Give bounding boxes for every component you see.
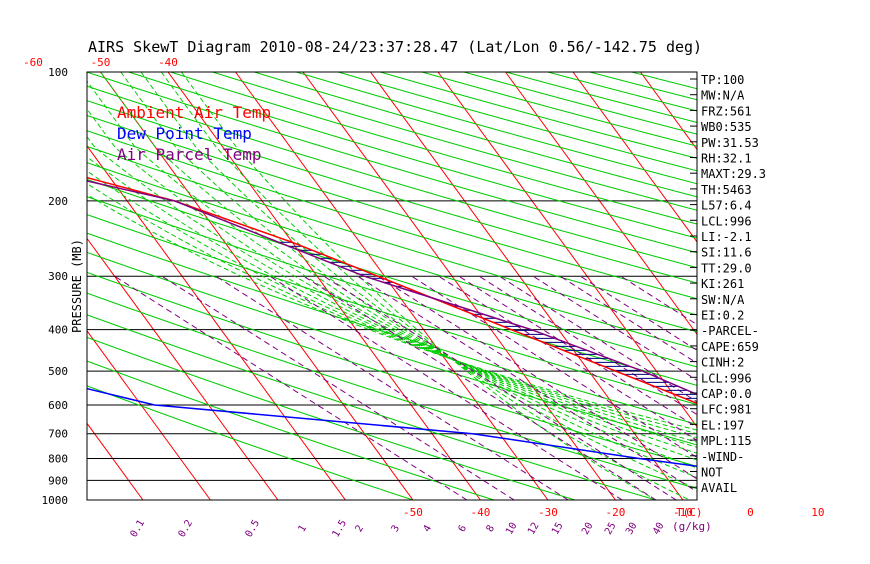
dry-adiabat-line	[464, 72, 870, 500]
index-label: L57:6.4	[701, 199, 752, 213]
index-label: MW:N/A	[701, 89, 745, 103]
mixing-ratio-tick-label: 20	[580, 521, 596, 537]
index-label: LCL:996	[701, 371, 752, 385]
mixing-ratio-tick-label: 15	[550, 521, 566, 537]
mixing-ratio-unit-label: (g/kg)	[672, 520, 712, 533]
dry-adiabat-line	[0, 72, 737, 500]
y-axis-label: PRESSURE (MB)	[70, 239, 84, 333]
index-label: CAPE:659	[701, 340, 759, 354]
bottom-temp-tick-label: -50	[403, 506, 423, 519]
legend-entry: Ambient Air Temp	[117, 103, 271, 122]
index-label: LCL:996	[701, 214, 752, 228]
index-label: CINH:2	[701, 356, 744, 370]
top-temp-tick-label: -60	[23, 56, 43, 69]
pressure-tick-label: 500	[48, 365, 68, 378]
mixing-ratio-line	[499, 276, 851, 500]
mixing-ratio-tick-label: 0.2	[177, 518, 196, 539]
pressure-tick-label: 200	[48, 195, 68, 208]
index-label: LFC:981	[701, 403, 752, 417]
chart-title: AIRS SkewT Diagram 2010-08-24/23:37:28.4…	[88, 38, 702, 56]
index-label: EI:0.2	[701, 309, 744, 323]
top-temp-tick-label: -40	[158, 56, 178, 69]
mixing-ratio-tick-label: 0.5	[244, 518, 263, 539]
index-label: TT:29.0	[701, 261, 752, 275]
index-label: MPL:115	[701, 434, 752, 448]
dry-adiabat-line	[0, 72, 656, 500]
isotherm-line	[506, 72, 818, 500]
index-label: -WIND-	[701, 450, 744, 464]
mixing-ratio-tick-label: 2	[354, 523, 367, 534]
mixing-ratio-tick-label: 40	[651, 521, 667, 537]
pressure-tick-label: 600	[48, 399, 68, 412]
mixing-ratio-tick-label: 30	[624, 521, 640, 537]
index-label: -PARCEL-	[701, 324, 759, 338]
dry-adiabat-line	[254, 72, 870, 500]
mixing-ratio-line	[216, 276, 568, 500]
bottom-temp-tick-label: -30	[538, 506, 558, 519]
mixing-ratio-tick-label: 0.1	[129, 518, 148, 539]
mixing-ratio-tick-label: 3	[390, 523, 403, 534]
index-label: CAP:0.0	[701, 387, 752, 401]
dry-adiabat-line	[380, 72, 870, 500]
index-label: RH:32.1	[701, 152, 752, 166]
isotherm-line	[0, 72, 8, 500]
pressure-tick-label: 400	[48, 324, 68, 337]
bottom-temp-tick-label: -40	[470, 506, 490, 519]
temp-axis-unit-label: T(C)	[676, 506, 703, 519]
index-label: TP:100	[701, 73, 744, 87]
mixing-ratio-tick-label: 1.5	[331, 518, 350, 539]
top-temp-tick-label: -50	[91, 56, 111, 69]
index-label: MAXT:29.3	[701, 167, 766, 181]
mixing-ratio-tick-label: 12	[526, 521, 542, 537]
pressure-tick-label: 700	[48, 428, 68, 441]
bottom-temp-tick-label: -20	[605, 506, 625, 519]
index-label: FRZ:561	[701, 104, 752, 118]
pressure-tick-label: 100	[48, 66, 68, 79]
isotherm-line	[776, 72, 870, 500]
mixing-ratio-line	[324, 276, 676, 500]
index-label: AVAIL	[701, 481, 737, 495]
legend-entry: Dew Point Temp	[117, 124, 252, 143]
legend-entry: Air Parcel Temp	[117, 145, 262, 164]
pressure-tick-label: 800	[48, 453, 68, 466]
mixing-ratio-line	[115, 276, 467, 500]
index-label: LI:-2.1	[701, 230, 752, 244]
index-label: SW:N/A	[701, 293, 745, 307]
bottom-temp-tick-label: 0	[747, 506, 754, 519]
pressure-tick-label: 900	[48, 474, 68, 487]
index-label: KI:261	[701, 277, 744, 291]
index-label: WB0:535	[701, 120, 752, 134]
index-label: EL:197	[701, 418, 744, 432]
mixing-ratio-tick-label: 8	[485, 523, 498, 534]
index-label: PW:31.53	[701, 136, 759, 150]
index-label: TH:5463	[701, 183, 752, 197]
mixing-ratio-tick-label: 6	[457, 523, 470, 534]
mixing-ratio-tick-label: 25	[603, 521, 619, 537]
bottom-temp-tick-label: 10	[811, 506, 824, 519]
isotherm-line	[843, 72, 870, 500]
mixing-ratio-line	[304, 276, 656, 500]
legend: Ambient Air Temp Dew Point Temp Air Parcel…	[117, 103, 271, 164]
mixing-ratio-line	[459, 276, 811, 500]
mixing-ratio-tick-label: 1	[297, 523, 310, 534]
pressure-tick-label: 300	[48, 270, 68, 283]
mixing-ratio-tick-label: 4	[422, 523, 435, 534]
mixing-ratio-tick-label: 10	[504, 521, 520, 537]
mixing-ratio-line	[479, 276, 831, 500]
index-label: NOT	[701, 466, 723, 480]
index-label: SI:11.6	[701, 246, 752, 260]
dry-adiabat-line	[212, 72, 870, 500]
pressure-tick-label: 1000	[42, 494, 69, 507]
